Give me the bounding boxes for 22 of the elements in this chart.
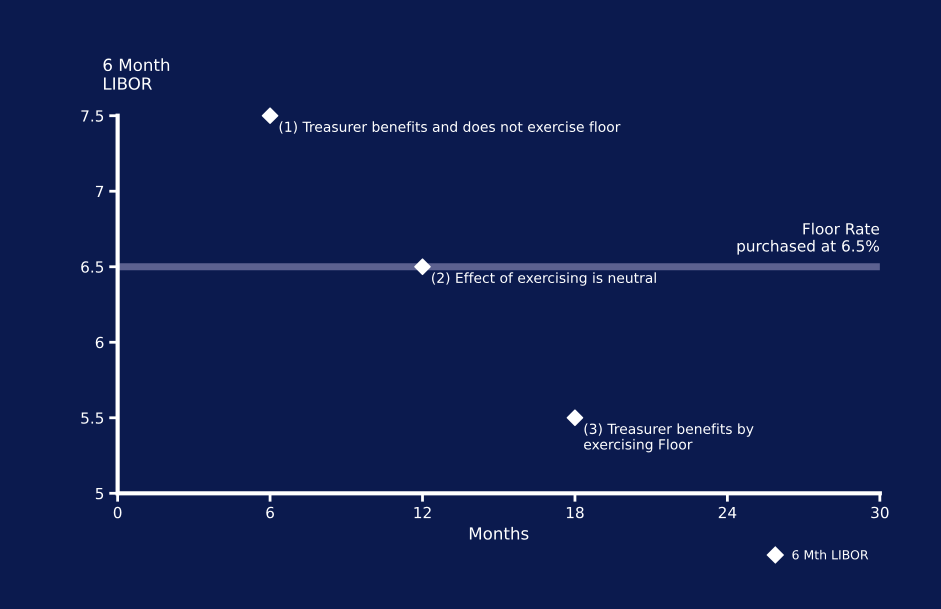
point — [262, 107, 278, 124]
point — [566, 409, 584, 426]
point — [414, 258, 431, 276]
y-tick-label: 5.5 — [81, 412, 104, 424]
y-axis-title: 6 Month LIBOR — [104, 58, 170, 90]
annotation: (3) Treasurer benefits by exercising Floor — [584, 423, 754, 452]
y-tick-label: 7.5 — [81, 110, 104, 122]
annotation: (1) Treasurer benefits and does not exercise floor — [280, 121, 620, 134]
x-tick-label: 30 — [871, 506, 889, 518]
x-tick-label: 24 — [718, 506, 736, 518]
x-tick-label: 18 — [566, 506, 584, 518]
x-axis-title: Months — [470, 526, 528, 540]
x-tick-label: 12 — [414, 506, 431, 518]
x-tick-label: 6 — [266, 506, 274, 518]
legend-label: 6 Mth LIBOR — [792, 550, 868, 560]
ref-line-label: Floor Rate purchased at 6.5% — [738, 222, 880, 255]
y-tick-label: 5 — [96, 488, 104, 500]
y-tick-label: 7 — [96, 186, 104, 198]
annotation: (2) Effect of exercising is neutral — [432, 272, 656, 286]
x-tick-label: 0 — [114, 506, 122, 518]
y-tick-label: 6 — [96, 336, 104, 348]
y-tick-label: 6.5 — [81, 261, 104, 273]
